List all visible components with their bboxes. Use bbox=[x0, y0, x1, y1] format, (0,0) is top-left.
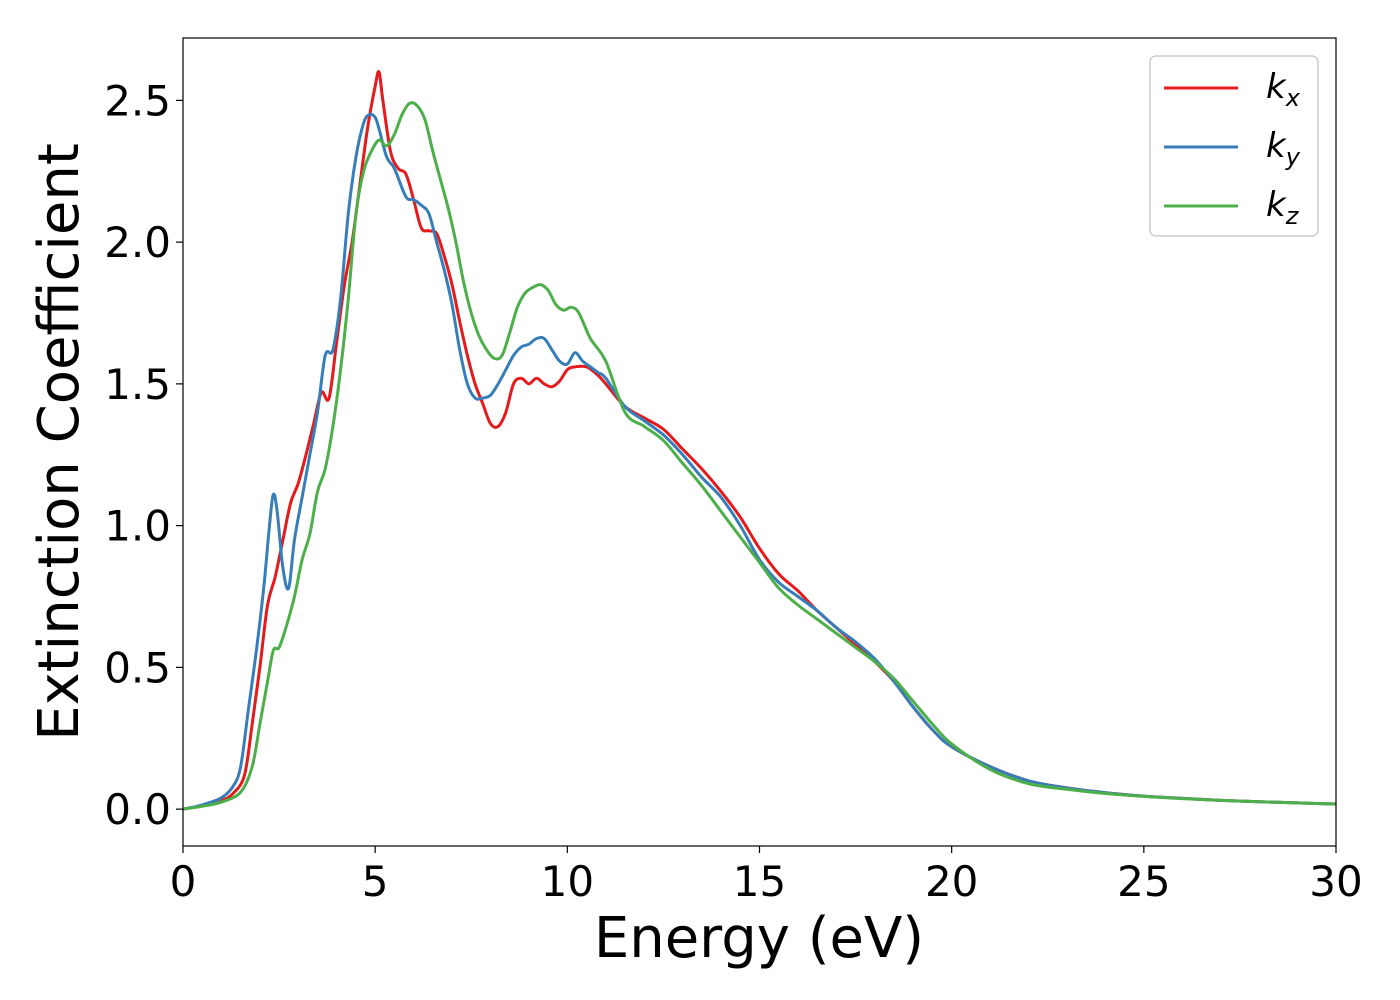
y-axis: 0.0 0.5 1.0 1.5 2.0 2.5 bbox=[104, 76, 183, 834]
y-tick-label: 2.0 bbox=[104, 218, 171, 267]
y-axis-title: Extinction Coefficient bbox=[27, 143, 92, 741]
series-line-kz bbox=[183, 101, 1336, 811]
y-tick-label: 2.5 bbox=[104, 76, 171, 125]
x-tick-label: 15 bbox=[733, 857, 786, 906]
x-axis: 0 5 10 15 20 25 30 bbox=[170, 846, 1363, 906]
legend-label-main: k bbox=[1266, 67, 1287, 107]
legend-label-subscript: y bbox=[1285, 143, 1301, 171]
y-tick-label: 1.5 bbox=[104, 360, 171, 409]
x-tick-label: 0 bbox=[170, 857, 197, 906]
y-tick-label: 1.0 bbox=[104, 502, 171, 551]
x-tick-label: 5 bbox=[362, 857, 389, 906]
x-axis-title: Energy (eV) bbox=[594, 906, 924, 971]
legend-label-main: k bbox=[1266, 126, 1287, 166]
legend-label-kz: kz bbox=[1266, 185, 1300, 230]
x-tick-label: 10 bbox=[541, 857, 594, 906]
legend-label-kx: kx bbox=[1266, 67, 1301, 112]
x-tick-label: 30 bbox=[1309, 857, 1362, 906]
y-tick-label: 0.5 bbox=[104, 643, 171, 692]
legend-label-ky: ky bbox=[1266, 126, 1301, 171]
x-tick-label: 25 bbox=[1117, 857, 1170, 906]
legend-label-subscript: z bbox=[1285, 202, 1300, 230]
x-tick-label: 20 bbox=[925, 857, 978, 906]
legend-label-subscript: x bbox=[1285, 84, 1301, 112]
y-tick-label: 0.0 bbox=[104, 785, 171, 834]
legend-label-main: k bbox=[1266, 185, 1287, 225]
series-layer bbox=[183, 70, 1336, 811]
